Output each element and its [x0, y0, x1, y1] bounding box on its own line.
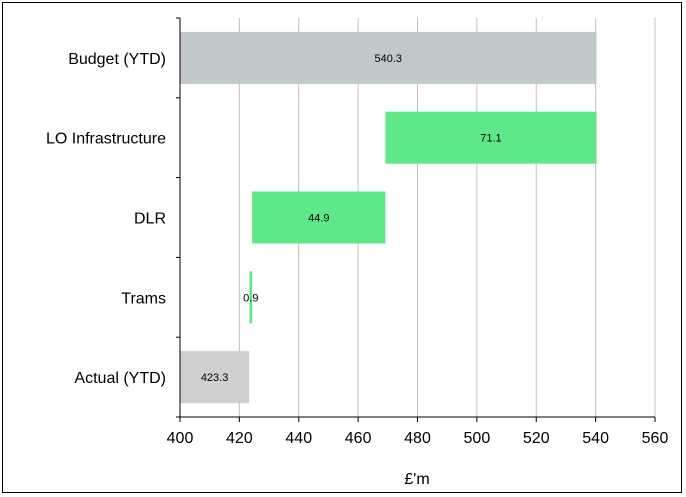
category-label: Trams [121, 290, 166, 307]
data-label: 0.9 [243, 292, 258, 304]
bar-lo-infrastructure [385, 111, 597, 164]
category-label: Budget (YTD) [68, 51, 166, 68]
gridlines [238, 18, 656, 417]
bar-dlr [252, 191, 386, 244]
axes [176, 17, 656, 422]
x-axis-label: £'m [404, 471, 429, 488]
bar-trams [249, 271, 253, 324]
x-tick-label: 440 [285, 430, 312, 447]
x-tick-label: 520 [523, 430, 550, 447]
data-label: 540.3 [374, 53, 402, 65]
labels: 400 420 440 460 480 500 520 540 560 Budget (YTD) 5… [46, 51, 668, 447]
data-label: 423.3 [201, 372, 229, 384]
x-tick-label: 500 [464, 430, 491, 447]
x-tick-label: 480 [404, 430, 431, 447]
bars [180, 31, 597, 404]
data-label: 44.9 [308, 213, 329, 225]
x-tick-label: 560 [642, 430, 669, 447]
x-tick-label: 420 [226, 430, 253, 447]
category-label: Actual (YTD) [74, 370, 166, 387]
category-label: DLR [134, 211, 166, 228]
x-tick-label: 460 [345, 430, 372, 447]
x-tick-label: 540 [582, 430, 609, 447]
category-label: LO Infrastructure [46, 131, 166, 148]
data-label: 71.1 [480, 133, 501, 145]
x-tick-label: 400 [167, 430, 194, 447]
bar-actual-ytd [180, 351, 250, 404]
bar-budget-ytd [180, 31, 597, 84]
